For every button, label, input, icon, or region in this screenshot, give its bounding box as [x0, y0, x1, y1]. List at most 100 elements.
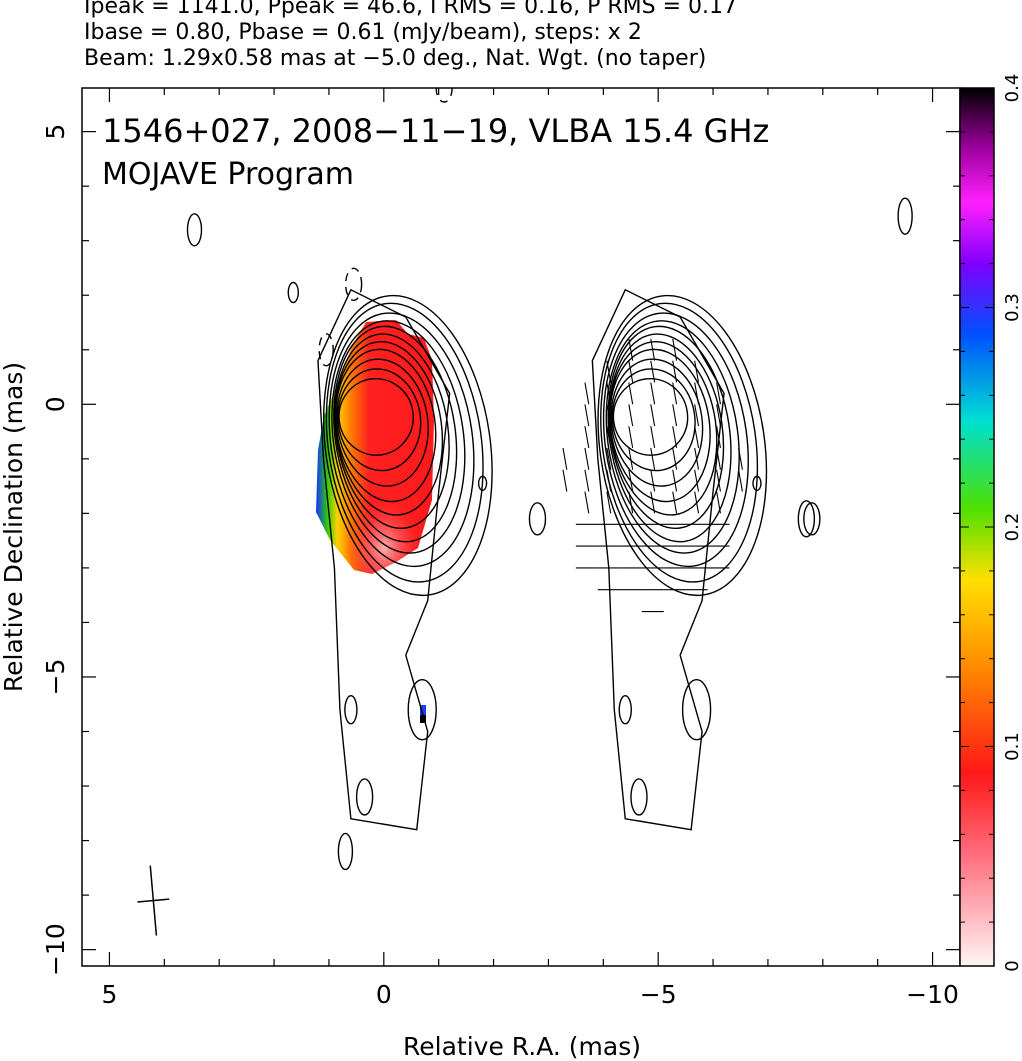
- header-line-1: Ipeak = 1141.0, Ppeak = 46.6, I RMS = 0.…: [84, 0, 737, 19]
- intensity-contour: [337, 368, 422, 472]
- evpa-tick: [694, 491, 700, 514]
- evpa-tick: [672, 469, 678, 492]
- evpa-tick: [584, 491, 590, 514]
- evpa-tick: [606, 447, 612, 470]
- intensity-contour: [325, 302, 484, 583]
- evpa-tick: [606, 404, 612, 427]
- intensity-contour: [612, 377, 689, 456]
- evpa-tick: [694, 469, 700, 492]
- header-line-2: Ibase = 0.80, Pbase = 0.61 (mJy/beam), s…: [84, 20, 642, 45]
- evpa-tick: [606, 426, 612, 448]
- intensity-contour: [605, 320, 740, 554]
- evpa-tick: [694, 382, 700, 405]
- negative-contour: [344, 267, 363, 302]
- noise-contour: [528, 502, 547, 536]
- x-axis-label: Relative R.A. (mas): [403, 1032, 641, 1061]
- noise-contour: [287, 281, 299, 304]
- evpa-tick: [584, 426, 590, 448]
- evpa-tick: [606, 491, 612, 514]
- chart-title: 1546+027, 2008−11−19, VLBA 15.4 GHz: [102, 112, 769, 150]
- evpa-tick: [584, 447, 590, 470]
- intensity-contour: [334, 333, 450, 530]
- evpa-tick: [562, 447, 568, 470]
- intensity-contour: [333, 325, 458, 543]
- y-tick-label: −10: [41, 923, 70, 976]
- header-line-3: Beam: 1.29x0.58 mas at −5.0 deg., Nat. W…: [84, 46, 707, 71]
- evpa-tick: [716, 382, 722, 405]
- chart-subtitle: MOJAVE Program: [102, 157, 354, 192]
- intensity-contour: [608, 333, 725, 530]
- intensity-contour: [338, 377, 414, 456]
- intensity-contour: [610, 358, 704, 487]
- evpa-tick: [672, 426, 678, 448]
- x-tick-label: −10: [906, 980, 959, 1009]
- colorbar-tick-label: 0: [1002, 960, 1022, 971]
- evpa-tick: [716, 404, 722, 427]
- evpa-tick: [672, 491, 678, 514]
- evpa-tick: [606, 360, 612, 383]
- jet-contour: [591, 288, 725, 831]
- noise-contour: [477, 475, 488, 492]
- knot-contour: [355, 778, 374, 816]
- intensity-contour: [600, 302, 759, 583]
- colorbar-tick-label: 0.4: [1002, 74, 1022, 103]
- noise-contour: [186, 213, 203, 247]
- evpa-tick: [628, 404, 634, 427]
- evpa-tick: [694, 360, 700, 383]
- knot-contour: [618, 694, 632, 725]
- intensity-contour: [611, 368, 696, 472]
- evpa-tick: [738, 469, 743, 492]
- knot-contour: [630, 778, 648, 816]
- noise-contour: [752, 475, 762, 492]
- y-tick-label: 5: [41, 124, 70, 140]
- evpa-tick: [672, 404, 678, 427]
- noise-contour: [803, 502, 821, 536]
- plot-frame: [81, 87, 961, 967]
- y-axis-label: Relative Declination (mas): [0, 362, 28, 692]
- evpa-tick: [606, 382, 612, 405]
- evpa-tick: [628, 360, 634, 383]
- beam-marker: [137, 865, 170, 936]
- x-tick-label: −5: [640, 980, 677, 1009]
- noise-contour: [897, 197, 913, 235]
- evpa-tick: [716, 491, 722, 514]
- negative-contour: [318, 333, 334, 367]
- evpa-tick: [650, 491, 656, 514]
- evpa-tick: [584, 382, 590, 405]
- evpa-tick: [650, 382, 656, 405]
- evpa-tick: [628, 469, 634, 492]
- intensity-contour: [328, 312, 475, 568]
- evpa-tick: [562, 469, 568, 492]
- evpa-tick: [694, 447, 700, 470]
- jet-contour: [317, 288, 451, 831]
- y-tick-label: −5: [41, 659, 70, 696]
- evpa-tick: [694, 404, 700, 427]
- evpa-tick: [584, 469, 590, 492]
- evpa-tick: [694, 426, 700, 448]
- evpa-tick: [584, 404, 590, 427]
- knot-contour: [407, 678, 437, 741]
- knot-contour: [344, 694, 358, 725]
- evpa-tick: [628, 382, 634, 405]
- intensity-contour: [331, 320, 466, 554]
- negative-contour: [435, 88, 453, 103]
- evpa-tick: [672, 447, 678, 470]
- x-tick-label: 0: [376, 980, 392, 1009]
- evpa-tick: [628, 338, 634, 361]
- noise-contour: [337, 832, 354, 871]
- evpa-tick: [628, 426, 634, 448]
- evpa-tick: [650, 360, 656, 383]
- evpa-tick: [650, 338, 656, 361]
- evpa-tick: [650, 469, 656, 492]
- evpa-tick: [716, 469, 722, 492]
- evpa-tick: [716, 447, 722, 470]
- evpa-tick: [650, 426, 656, 448]
- evpa-tick: [628, 491, 634, 514]
- evpa-tick: [672, 360, 678, 383]
- knot-contour: [681, 678, 712, 741]
- y-tick-label: 0: [41, 396, 70, 412]
- evpa-tick: [628, 447, 634, 470]
- image-layer: [186, 88, 913, 871]
- evpa-tick: [650, 404, 656, 427]
